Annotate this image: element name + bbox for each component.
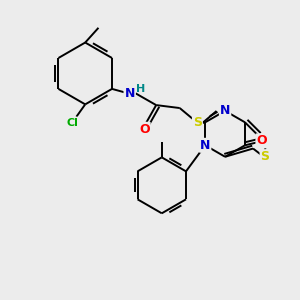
Text: Cl: Cl <box>66 118 78 128</box>
Text: N: N <box>220 104 230 117</box>
Text: S: S <box>193 116 202 129</box>
Text: H: H <box>136 84 145 94</box>
Text: N: N <box>200 139 210 152</box>
Text: N: N <box>124 87 135 100</box>
Text: S: S <box>261 150 270 163</box>
Text: O: O <box>139 123 150 136</box>
Text: O: O <box>256 134 267 147</box>
